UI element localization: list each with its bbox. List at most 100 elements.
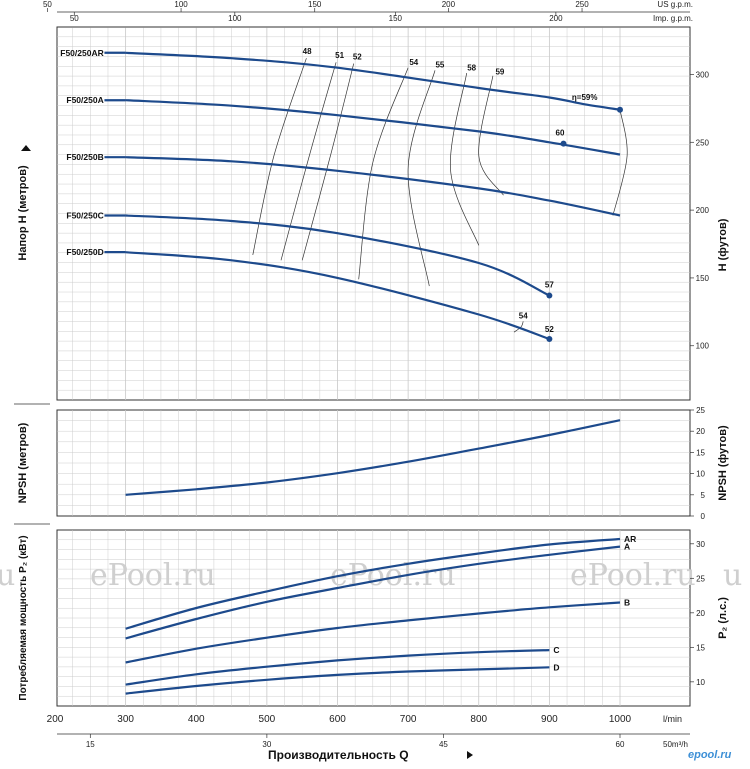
npsh-left-axis-title: NPSH (метров) <box>17 422 29 503</box>
head-feet-tick-label: 200 <box>696 206 710 215</box>
power-curve-label: C <box>553 645 559 655</box>
watermark-edge-text: u <box>723 558 742 593</box>
m3h-tick-label: 30 <box>262 740 271 749</box>
efficiency-point <box>560 140 567 147</box>
impgpm-tick-label: 200 <box>549 14 563 23</box>
power-curve-label: A <box>624 542 630 552</box>
m3h-unit-label: 50m³/h <box>663 740 688 749</box>
efficiency-point <box>546 335 553 342</box>
lmin-tick-label: 800 <box>470 714 487 725</box>
impgpm-unit-label: Imp. g.p.m. <box>653 14 693 23</box>
efficiency-iso-line <box>450 73 480 246</box>
power-hp-tick-label: 30 <box>696 540 705 549</box>
head-right-axis-title: H (футов) <box>717 218 729 271</box>
power-curve-label: B <box>624 597 630 607</box>
x-axis-title: Производительность Q <box>268 748 409 762</box>
head-curve-label: F50/250D <box>66 247 103 257</box>
impgpm-tick-label: 100 <box>228 14 242 23</box>
lmin-tick-label: 900 <box>541 714 558 725</box>
npsh-feet-tick-label: 20 <box>696 427 705 436</box>
head-curve-line <box>125 251 550 341</box>
npsh-feet-tick-label: 15 <box>696 448 705 457</box>
efficiency-iso-line <box>478 75 504 196</box>
efficiency-iso-line <box>358 67 409 280</box>
watermark-text: ePool.ru <box>90 558 216 593</box>
usgpm-tick-label: 200 <box>442 0 456 9</box>
efficiency-label: 55 <box>435 61 444 70</box>
power-right-axis-title: P₂ (л.с.) <box>717 597 729 639</box>
npsh-right-axis-title: NPSH (футов) <box>717 425 729 501</box>
efficiency-label: 48 <box>303 47 312 56</box>
lmin-tick-label: 400 <box>188 714 205 725</box>
usgpm-tick-label: 100 <box>174 0 188 9</box>
head-curve-label: F50/250A <box>66 95 103 105</box>
head-curve-line <box>125 156 621 217</box>
usgpm-tick-label: 50 <box>43 0 52 9</box>
npsh-feet-tick-label: 10 <box>696 470 705 479</box>
lmin-tick-label: 600 <box>329 714 346 725</box>
head-feet-tick-label: 250 <box>696 138 710 147</box>
efficiency-label: 59 <box>495 67 504 76</box>
logo-text: epool.ru <box>688 749 732 761</box>
efficiency-label: 60 <box>556 129 565 138</box>
watermark-edge-text: u <box>0 558 15 593</box>
power-curve-line <box>125 649 550 686</box>
power-curve-line <box>125 537 621 630</box>
m3h-tick-label: 45 <box>439 740 448 749</box>
efficiency-iso-line <box>513 321 524 333</box>
efficiency-label: 54 <box>409 58 418 67</box>
usgpm-unit-label: US g.p.m. <box>657 0 693 9</box>
efficiency-label: 54 <box>519 312 528 321</box>
efficiency-point <box>617 106 623 113</box>
x-axis-arrow <box>467 751 473 759</box>
efficiency-label: 58 <box>467 63 476 72</box>
head-curve-label: F50/250C <box>66 211 103 221</box>
efficiency-label: η=59% <box>572 93 598 102</box>
m3h-tick-label: 60 <box>616 740 625 749</box>
power-curve-line <box>125 666 550 695</box>
head-curve-line <box>125 99 621 156</box>
power-curve-label: D <box>553 662 559 672</box>
power-hp-tick-label: 20 <box>696 609 705 618</box>
m3h-tick-label: 15 <box>86 740 95 749</box>
power-curve-line <box>125 601 621 664</box>
head-feet-tick-label: 150 <box>696 274 710 283</box>
lmin-tick-label: 700 <box>400 714 417 725</box>
impgpm-tick-label: 50 <box>70 14 79 23</box>
impgpm-tick-label: 150 <box>389 14 403 23</box>
head-curve-line <box>125 214 550 297</box>
efficiency-label: 51 <box>335 51 344 60</box>
efficiency-iso-line <box>280 62 337 261</box>
usgpm-tick-label: 250 <box>575 0 589 9</box>
head-left-axis-title: Напор H (метров) <box>17 165 29 261</box>
efficiency-point <box>546 292 553 299</box>
npsh-feet-tick-label: 25 <box>696 406 705 415</box>
head-feet-tick-label: 100 <box>696 342 710 351</box>
npsh-feet-tick-label: 0 <box>701 512 706 521</box>
efficiency-iso-line <box>301 63 355 261</box>
usgpm-tick-label: 150 <box>308 0 322 9</box>
efficiency-iso-line <box>407 70 436 287</box>
efficiency-iso-line <box>252 58 307 255</box>
power-hp-tick-label: 15 <box>696 643 705 652</box>
watermark-text: ePool.ru <box>330 558 456 593</box>
npsh-curve-line <box>125 419 621 496</box>
lmin-tick-label: 1000 <box>609 714 632 725</box>
power-left-axis-title: Потребляемая мощность P₂ (кВт) <box>17 535 29 700</box>
efficiency-iso-line <box>612 109 628 216</box>
head-feet-tick-label: 300 <box>696 70 710 79</box>
head-axis-arrow <box>21 145 31 151</box>
lmin-tick-label: 500 <box>259 714 276 725</box>
efficiency-label: 52 <box>545 325 554 334</box>
lmin-tick-label: 200 <box>47 714 64 725</box>
watermark-text: ePool.ru <box>570 558 696 593</box>
npsh-feet-tick-label: 5 <box>701 491 706 500</box>
power-hp-tick-label: 25 <box>696 574 705 583</box>
lmin-unit-label: l/min <box>663 714 682 724</box>
efficiency-label: 52 <box>353 53 362 62</box>
lmin-tick-label: 300 <box>117 714 134 725</box>
head-curve-label: F50/250B <box>66 152 103 162</box>
head-curve-label: F50/250AR <box>60 48 103 58</box>
